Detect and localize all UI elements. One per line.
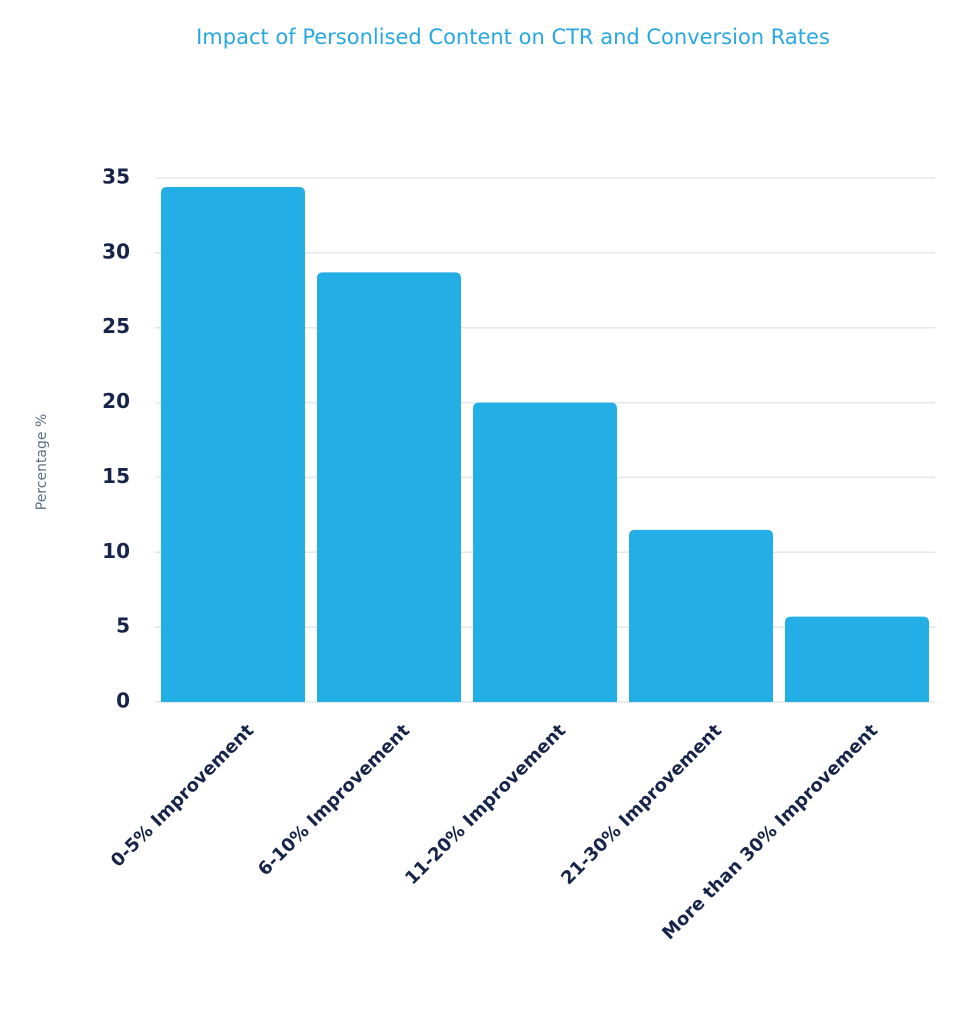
bar bbox=[785, 616, 929, 702]
bar bbox=[473, 402, 617, 702]
y-axis-label: Percentage % bbox=[34, 414, 50, 511]
x-tick-label: 21-30% Improvement bbox=[557, 720, 726, 889]
y-tick-label: 15 bbox=[102, 464, 130, 488]
x-tick-label: 0-5% Improvement bbox=[107, 720, 258, 871]
bar bbox=[629, 529, 773, 702]
y-tick-label: 25 bbox=[102, 314, 130, 338]
y-tick-label: 10 bbox=[102, 539, 130, 563]
y-tick-label: 30 bbox=[102, 239, 130, 263]
chart-title: Impact of Personlised Content on CTR and… bbox=[196, 25, 830, 49]
y-tick-label: 0 bbox=[116, 689, 130, 713]
x-tick-label: 11-20% Improvement bbox=[401, 720, 570, 889]
x-tick-label: 6-10% Improvement bbox=[254, 720, 414, 880]
y-tick-label: 20 bbox=[102, 389, 130, 413]
y-tick-label: 5 bbox=[116, 614, 130, 638]
y-tick-label: 35 bbox=[102, 165, 130, 189]
bar bbox=[317, 272, 461, 702]
bar bbox=[161, 186, 305, 703]
